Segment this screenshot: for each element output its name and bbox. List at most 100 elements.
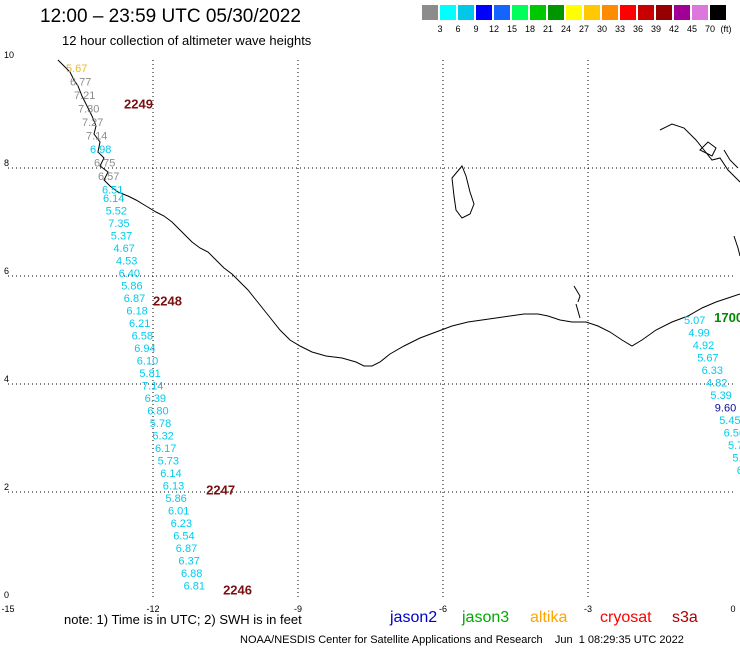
- scale-swatch: [530, 5, 547, 20]
- scale-label: 42: [668, 24, 679, 34]
- pass-time-label: 2248: [153, 294, 182, 309]
- swh-value: 7.21: [74, 90, 95, 102]
- swh-value: 6.58: [132, 331, 153, 343]
- swh-value: 6.13: [163, 481, 184, 493]
- coastline: [57, 59, 740, 367]
- swh-value: 6.77: [70, 77, 91, 89]
- x-tick-label: 0: [730, 604, 735, 614]
- scale-label: 9: [473, 24, 479, 34]
- swh-value: 5.52: [106, 206, 127, 218]
- swh-value: 5.37: [111, 231, 132, 243]
- scale-swatch: [602, 5, 619, 20]
- scale-label: 24: [560, 24, 571, 34]
- swh-value: 6.37: [178, 556, 199, 568]
- scale-swatch: [566, 5, 583, 20]
- swh-value: 4.67: [113, 243, 134, 255]
- pass-time-label: 2247: [206, 483, 235, 498]
- coastline-island-center: [451, 165, 475, 219]
- swh-value: 5.67: [66, 63, 87, 75]
- swh-value: 6.23: [171, 518, 192, 530]
- swh-value: 5.78: [728, 440, 740, 452]
- swh-value: 5.78: [150, 418, 171, 430]
- track-west: 5.676.777.217.307.277.146.986.756.576.51…: [66, 63, 205, 593]
- track-east: 5.074.994.925.676.334.825.399.605.456.56…: [684, 315, 740, 477]
- swh-value: 6.56: [724, 428, 740, 440]
- x-tick-label: -15: [1, 604, 14, 614]
- x-tick-label: -6: [439, 604, 447, 614]
- scale-swatch: [476, 5, 493, 20]
- swh-value: 6.18: [126, 306, 147, 318]
- scale-swatch: [656, 5, 673, 20]
- swh-value: 5.86: [165, 493, 186, 505]
- coastline-mainland: [57, 59, 740, 367]
- swh-value: 6.01: [168, 506, 189, 518]
- swh-value: 7.30: [78, 104, 99, 116]
- scale-label: 12: [488, 24, 499, 34]
- swh-value: 6.40: [119, 268, 140, 280]
- scale-label: 21: [542, 24, 553, 34]
- y-tick-label: 10: [4, 50, 14, 60]
- swh-value: 4.82: [706, 378, 727, 390]
- scale-label: 45: [686, 24, 697, 34]
- pass-time-label: 2246: [223, 583, 252, 598]
- pass-time-label: 2249: [124, 97, 153, 112]
- map-subtitle: 12 hour collection of altimeter wave hei…: [62, 33, 312, 48]
- swh-value: 4.53: [116, 256, 137, 268]
- footer-note: note: 1) Time is in UTC; 2) SWH is in fe…: [64, 612, 302, 627]
- swh-value: 6.17: [737, 465, 740, 477]
- swh-value: 4.92: [693, 340, 714, 352]
- scale-swatch: [512, 5, 529, 20]
- scale-label: 39: [650, 24, 661, 34]
- scale-swatch: [692, 5, 709, 20]
- credit-line: NOAA/NESDIS Center for Satellite Applica…: [240, 634, 684, 646]
- swh-value: 6.32: [152, 431, 173, 443]
- swh-value: 5.73: [158, 456, 179, 468]
- map-title: 12:00 – 23:59 UTC 05/30/2022: [40, 6, 301, 27]
- swh-value: 6.94: [134, 343, 155, 355]
- scale-swatch: [458, 5, 475, 20]
- scale-label: 27: [578, 24, 589, 34]
- scale-swatch: [440, 5, 457, 20]
- swh-value: 6.21: [129, 318, 150, 330]
- scale-label: 30: [596, 24, 607, 34]
- swh-value: 5.07: [684, 315, 705, 327]
- swh-value: 7.35: [108, 218, 129, 230]
- swh-value: 5.67: [697, 353, 718, 365]
- y-tick-label: 4: [4, 374, 9, 384]
- swh-value: 5.86: [121, 281, 142, 293]
- time-labels: 2249 2248 2247 2246 1700: [124, 97, 740, 598]
- coastline-islands-east: [699, 141, 740, 257]
- swh-value: 7.14: [86, 131, 107, 143]
- swh-value: 6.14: [160, 468, 181, 480]
- swh-value: 6.10: [137, 356, 158, 368]
- lat-lon-grid: [8, 60, 733, 600]
- scale-unit: (ft): [720, 24, 732, 34]
- swh-value: 7.27: [82, 117, 103, 129]
- scale-label: 36: [632, 24, 643, 34]
- swh-value: 7.14: [142, 381, 163, 393]
- swh-value: 6.14: [103, 193, 124, 205]
- scale-swatch: [620, 5, 637, 20]
- x-tick-label: -12: [146, 604, 159, 614]
- swh-value: 6.54: [173, 531, 194, 543]
- swh-value: 4.99: [688, 328, 709, 340]
- swh-value: 6.87: [124, 293, 145, 305]
- satellite-jason2: jason2: [390, 609, 438, 626]
- y-tick-label: 2: [4, 482, 9, 492]
- swh-value: 6.75: [94, 158, 115, 170]
- satellite-jason3: jason3: [462, 609, 510, 626]
- scale-swatch: [710, 5, 727, 20]
- satellite-altika: altika: [530, 609, 568, 626]
- pass-time-label: 1700: [714, 310, 740, 325]
- scale-label: 70: [704, 24, 715, 34]
- swh-value: 6.87: [176, 543, 197, 555]
- x-tick-label: -9: [294, 604, 302, 614]
- swh-value: 6.33: [702, 365, 723, 377]
- swh-value: 6.57: [98, 171, 119, 183]
- scale-label: 18: [524, 24, 535, 34]
- swh-value: 5.45: [719, 415, 740, 427]
- satellite-s3a: s3a: [672, 609, 698, 626]
- scale-swatch: [584, 5, 601, 20]
- scale-swatch: [674, 5, 691, 20]
